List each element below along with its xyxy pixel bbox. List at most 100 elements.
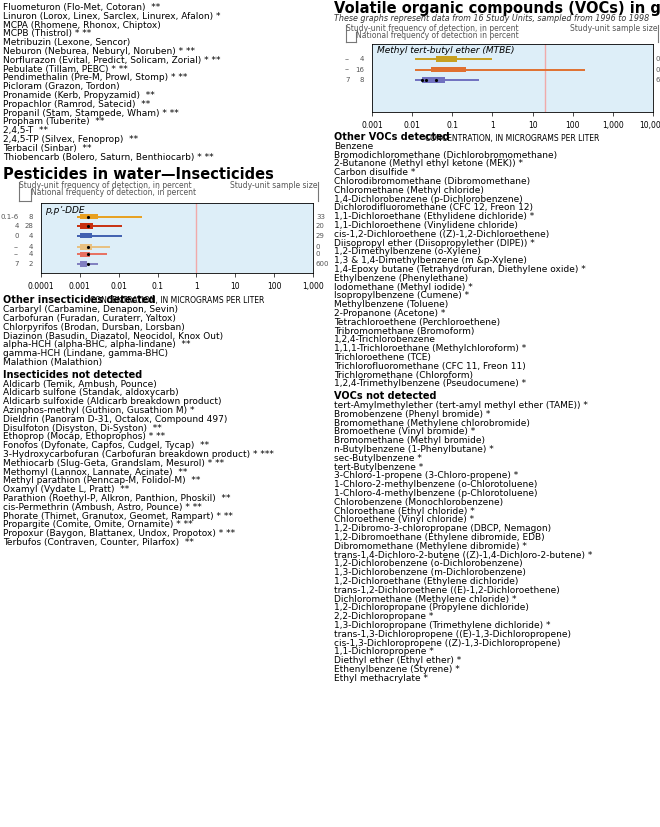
Text: 0: 0	[316, 251, 321, 257]
Text: These graphs represent data from 16 Study Units, sampled from 1996 to 1998: These graphs represent data from 16 Stud…	[334, 14, 649, 23]
Bar	[80, 214, 98, 219]
Text: Dieldrin (Panoram D-31, Octalox, Compound 497): Dieldrin (Panoram D-31, Octalox, Compoun…	[3, 415, 228, 423]
Text: Chlorpyrifos (Brodan, Dursban, Lorsban): Chlorpyrifos (Brodan, Dursban, Lorsban)	[3, 323, 185, 332]
Text: cis-Permethrin (Ambush, Astro, Pounce) * **: cis-Permethrin (Ambush, Astro, Pounce) *…	[3, 503, 202, 512]
Text: 28: 28	[24, 223, 33, 229]
Text: trans-1,2-Dichloroethene ((E)-1,2-Dichloroethene): trans-1,2-Dichloroethene ((E)-1,2-Dichlo…	[334, 586, 560, 595]
Text: 2,4,5-T  **: 2,4,5-T **	[3, 127, 48, 135]
Text: --: --	[14, 244, 19, 250]
Text: Linuron (Lorox, Linex, Sarclex, Linurex, Afalon) *: Linuron (Lorox, Linex, Sarclex, Linurex,…	[3, 12, 220, 21]
Text: 20: 20	[316, 223, 325, 229]
Text: Carbofuran (Furadan, Curaterr, Yaltox): Carbofuran (Furadan, Curaterr, Yaltox)	[3, 314, 176, 323]
Text: Trichloromethane (Chloroform): Trichloromethane (Chloroform)	[334, 370, 473, 380]
Text: MCPB (Thistrol) * **: MCPB (Thistrol) * **	[3, 30, 91, 38]
Text: VOCs not detected: VOCs not detected	[334, 391, 436, 401]
Text: Iodomethane (Methyl iodide) *: Iodomethane (Methyl iodide) *	[334, 283, 473, 292]
Text: 1,3 & 1,4-Dimethylbenzene (m &p-Xylene): 1,3 & 1,4-Dimethylbenzene (m &p-Xylene)	[334, 256, 527, 265]
Text: 2-Butanone (Methyl ethyl ketone (MEK)) *: 2-Butanone (Methyl ethyl ketone (MEK)) *	[334, 160, 523, 169]
Bar	[422, 77, 445, 83]
Text: 1-Chloro-2-methylbenzene (o-Chlorotoluene): 1-Chloro-2-methylbenzene (o-Chlorotoluen…	[334, 480, 537, 490]
Text: 1,2-Dichloropropane (Propylene dichloride): 1,2-Dichloropropane (Propylene dichlorid…	[334, 604, 529, 613]
Text: MCPA (Rhomene, Rhonox, Chiptox): MCPA (Rhomene, Rhonox, Chiptox)	[3, 21, 161, 30]
Text: Pendimethalin (Pre-M, Prowl, Stomp) * **: Pendimethalin (Pre-M, Prowl, Stomp) * **	[3, 74, 187, 83]
Text: 1,2-Dichlorobenzene (o-Dichlorobenzene): 1,2-Dichlorobenzene (o-Dichlorobenzene)	[334, 559, 523, 568]
Text: Phorate (Thimet, Granutox, Geomet, Rampart) * **: Phorate (Thimet, Granutox, Geomet, Rampa…	[3, 512, 233, 521]
Text: Trichloroethene (TCE): Trichloroethene (TCE)	[334, 353, 431, 362]
Text: 4: 4	[15, 223, 19, 229]
Text: Carbaryl (Carbamine, Denapon, Sevin): Carbaryl (Carbamine, Denapon, Sevin)	[3, 305, 178, 314]
Text: --: --	[14, 251, 19, 257]
Text: 3-Hydroxycarbofuran (Carbofuran breakdown product) * ***: 3-Hydroxycarbofuran (Carbofuran breakdow…	[3, 450, 274, 459]
Text: cis-1,2-Dichloroethene ((Z)-1,2-Dichloroethene): cis-1,2-Dichloroethene ((Z)-1,2-Dichloro…	[334, 230, 549, 239]
Text: tert-Butylbenzene *: tert-Butylbenzene *	[334, 462, 423, 471]
Text: Ethoprop (Mocap, Ethoprophos) * **: Ethoprop (Mocap, Ethoprophos) * **	[3, 433, 165, 442]
Text: 4: 4	[360, 56, 364, 62]
Text: 16: 16	[355, 66, 364, 73]
Text: Study-unit frequency of detection, in percent: Study-unit frequency of detection, in pe…	[346, 24, 519, 33]
Text: 4: 4	[28, 232, 33, 238]
Text: 33: 33	[316, 213, 325, 220]
Text: Dibromomethane (Methylene dibromide) *: Dibromomethane (Methylene dibromide) *	[334, 542, 527, 551]
Text: 1,3-Dichlorobenzene (m-Dichlorobenzene): 1,3-Dichlorobenzene (m-Dichlorobenzene)	[334, 568, 526, 577]
Text: 1,3-Dichloropropane (Trimethylene dichloride) *: 1,3-Dichloropropane (Trimethylene dichlo…	[334, 621, 550, 630]
Text: Propham (Tuberite)  **: Propham (Tuberite) **	[3, 117, 104, 127]
Text: Carbon disulfide *: Carbon disulfide *	[334, 168, 415, 177]
Text: Parathion (Roethyl-P, Alkron, Panthion, Phoskil)  **: Parathion (Roethyl-P, Alkron, Panthion, …	[3, 494, 230, 503]
Bar	[431, 66, 466, 73]
Text: 1,2-Dibromoethane (Ethylene dibromide, EDB): 1,2-Dibromoethane (Ethylene dibromide, E…	[334, 533, 544, 542]
Text: 2-Propanone (Acetone) *: 2-Propanone (Acetone) *	[334, 309, 446, 318]
Text: Trichlorofluoromethane (CFC 11, Freon 11): Trichlorofluoromethane (CFC 11, Freon 11…	[334, 361, 526, 370]
Text: Bromomethane (Methyl bromide): Bromomethane (Methyl bromide)	[334, 436, 485, 445]
Text: Ethenylbenzene (Styrene) *: Ethenylbenzene (Styrene) *	[334, 665, 460, 674]
Text: Diethyl ether (Ethyl ether) *: Diethyl ether (Ethyl ether) *	[334, 656, 461, 665]
Text: --: --	[345, 56, 350, 62]
Text: 1,2,4-Trichlorobenzene: 1,2,4-Trichlorobenzene	[334, 336, 436, 344]
Text: Propoxur (Baygon, Blattanex, Undox, Propotox) * **: Propoxur (Baygon, Blattanex, Undox, Prop…	[3, 529, 235, 538]
Text: --: --	[345, 66, 350, 73]
Text: tert-Amylmethylether (tert-amyl methyl ether (TAME)) *: tert-Amylmethylether (tert-amyl methyl e…	[334, 401, 588, 410]
Text: Study-unit frequency of detection, in percent: Study-unit frequency of detection, in pe…	[19, 181, 191, 190]
Text: National frequency of detection, in percent: National frequency of detection, in perc…	[31, 189, 196, 198]
Text: Metribuzin (Lexone, Sencor): Metribuzin (Lexone, Sencor)	[3, 38, 130, 47]
Text: Propargite (Comite, Omite, Ornamite) * **: Propargite (Comite, Omite, Ornamite) * *…	[3, 520, 193, 529]
Text: 1,4-Dichlorobenzene (p-Dichlorobenzene): 1,4-Dichlorobenzene (p-Dichlorobenzene)	[334, 194, 523, 203]
Text: Terbacil (Sinbar)  **: Terbacil (Sinbar) **	[3, 144, 92, 153]
Text: trans-1,3-Dichloropropene ((E)-1,3-Dichloropropene): trans-1,3-Dichloropropene ((E)-1,3-Dichl…	[334, 630, 571, 638]
Text: Tribromomethane (Bromoform): Tribromomethane (Bromoform)	[334, 327, 475, 336]
Text: 1,2-Dichloroethane (Ethylene dichloride): 1,2-Dichloroethane (Ethylene dichloride)	[334, 577, 518, 586]
Text: Volatile organic compounds (VOCs) in ground water: Volatile organic compounds (VOCs) in gro…	[334, 1, 660, 16]
Text: n-Butylbenzene (1-Phenylbutane) *: n-Butylbenzene (1-Phenylbutane) *	[334, 445, 494, 454]
Text: 600: 600	[316, 261, 329, 267]
Text: 1,1-Dichloropropene *: 1,1-Dichloropropene *	[334, 648, 434, 657]
Text: Isopropylbenzene (Cumene) *: Isopropylbenzene (Cumene) *	[334, 291, 469, 300]
Text: Study-unit sample size: Study-unit sample size	[230, 181, 318, 190]
Text: 2,4,5-TP (Silvex, Fenoprop)  **: 2,4,5-TP (Silvex, Fenoprop) **	[3, 135, 138, 144]
Text: Picloram (Grazon, Tordon): Picloram (Grazon, Tordon)	[3, 82, 119, 91]
Text: 1,2-Dimethylbenzene (o-Xylene): 1,2-Dimethylbenzene (o-Xylene)	[334, 247, 481, 256]
Text: 7: 7	[15, 261, 19, 267]
Text: Chloroethane (Ethyl chloride) *: Chloroethane (Ethyl chloride) *	[334, 507, 475, 515]
Text: Azinphos-methyl (Guthion, Gusathion M) *: Azinphos-methyl (Guthion, Gusathion M) *	[3, 406, 195, 415]
Text: 7: 7	[345, 77, 350, 84]
Text: alpha-HCH (alpha-BHC, alpha-lindane)  **: alpha-HCH (alpha-BHC, alpha-lindane) **	[3, 341, 191, 349]
Text: Terbufos (Contraven, Counter, Pilarfox)  **: Terbufos (Contraven, Counter, Pilarfox) …	[3, 538, 194, 547]
Text: Chloroethene (Vinyl chloride) *: Chloroethene (Vinyl chloride) *	[334, 515, 474, 524]
Text: Propanil (Stam, Stampede, Wham) * **: Propanil (Stam, Stampede, Wham) * **	[3, 108, 179, 117]
Text: 2,2-Dichloropropane *: 2,2-Dichloropropane *	[334, 612, 434, 621]
Text: 4: 4	[28, 251, 33, 257]
Text: Methylbenzene (Toluene): Methylbenzene (Toluene)	[334, 300, 448, 309]
Text: 1,1-Dichloroethane (Ethylidene dichloride) *: 1,1-Dichloroethane (Ethylidene dichlorid…	[334, 213, 534, 221]
Text: 0: 0	[656, 56, 660, 62]
Text: 1,2,4-Trimethylbenzene (Pseudocumene) *: 1,2,4-Trimethylbenzene (Pseudocumene) *	[334, 380, 526, 389]
Text: Insecticides not detected: Insecticides not detected	[3, 370, 143, 380]
Text: Tetrachloroethene (Perchloroethene): Tetrachloroethene (Perchloroethene)	[334, 318, 500, 327]
Text: Other VOCs detected: Other VOCs detected	[334, 132, 449, 142]
Text: Thiobencarb (Bolero, Saturn, Benthiocarb) * **: Thiobencarb (Bolero, Saturn, Benthiocarb…	[3, 153, 214, 161]
Text: Ethylbenzene (Phenylethane): Ethylbenzene (Phenylethane)	[334, 274, 468, 283]
Text: Methyl parathion (Penncap-M, Folidol-M)  **: Methyl parathion (Penncap-M, Folidol-M) …	[3, 476, 201, 485]
X-axis label: CONCENTRATION, IN MICROGRAMS PER LITER: CONCENTRATION, IN MICROGRAMS PER LITER	[425, 134, 600, 143]
Text: Diisopropyl ether (Diisopropylether (DIPE)) *: Diisopropyl ether (Diisopropylether (DIP…	[334, 239, 535, 247]
Text: Dichloromethane (Methylene chloride) *: Dichloromethane (Methylene chloride) *	[334, 595, 517, 604]
Bar	[80, 244, 92, 250]
Text: Fluometuron (Flo-Met, Cotoran)  **: Fluometuron (Flo-Met, Cotoran) **	[3, 3, 160, 12]
